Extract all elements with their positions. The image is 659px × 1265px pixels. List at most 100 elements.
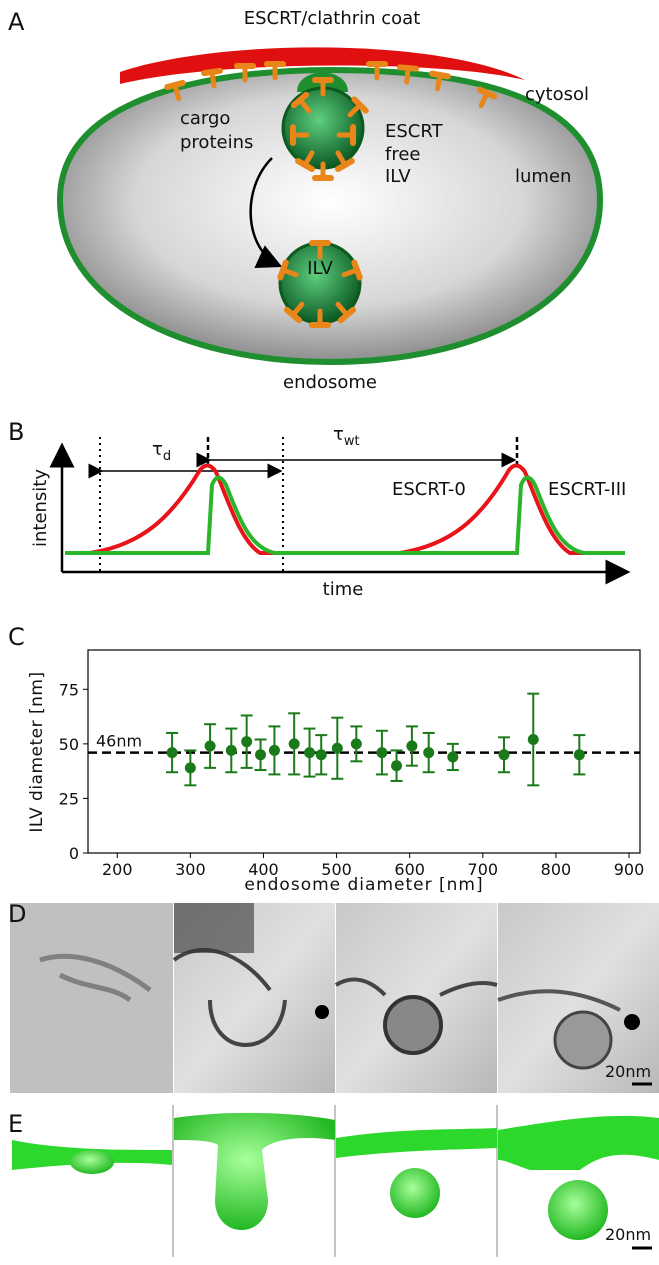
label: cytosol <box>525 84 589 105</box>
point <box>204 740 216 752</box>
scale-label: 20nm <box>605 1062 651 1081</box>
cargo-protein <box>312 161 334 181</box>
panel-c: C endosome diameter [nm] ILV diameter [n… <box>8 623 644 895</box>
point <box>315 749 327 761</box>
point <box>331 742 343 754</box>
cargo-protein <box>429 70 451 92</box>
point <box>406 740 418 752</box>
point <box>498 749 510 761</box>
point <box>423 747 435 759</box>
point <box>573 749 585 761</box>
tau-label: τwt <box>333 424 360 449</box>
cargo-protein <box>201 67 223 89</box>
head <box>335 158 355 172</box>
head <box>201 67 223 77</box>
cargo-protein <box>283 301 305 324</box>
membrane <box>336 1128 497 1158</box>
particle <box>315 1005 329 1019</box>
symbol: τ <box>333 424 344 445</box>
cargo-protein <box>397 64 419 85</box>
vesicle <box>383 995 443 1055</box>
cargo-protein <box>290 124 310 146</box>
panel-b: B τd τwt time intensity ESCRT-0 ESCRT-II… <box>8 418 631 600</box>
subscript: d <box>163 449 171 464</box>
point <box>241 736 253 748</box>
head <box>277 259 289 281</box>
membrane <box>174 1112 335 1230</box>
point <box>268 744 280 756</box>
head <box>397 64 419 72</box>
x-tick-label: 900 <box>614 860 645 879</box>
subscript: wt <box>344 434 360 449</box>
label: ESCRT <box>385 121 444 142</box>
curves <box>65 463 625 555</box>
point <box>255 749 267 761</box>
endosome <box>56 66 604 366</box>
cargo-protein <box>366 61 388 81</box>
point <box>350 738 362 750</box>
x-tick-label: 200 <box>102 860 133 879</box>
membrane <box>334 977 498 997</box>
cargo-protein <box>164 79 186 102</box>
y-tick-label: 25 <box>59 789 79 808</box>
y-tick-label: 75 <box>59 680 79 699</box>
y-tick-label: 50 <box>59 735 79 754</box>
panel-a: A ESCRT/clathrin coat cytosol cargo prot… <box>8 8 604 393</box>
coat <box>120 47 525 84</box>
cargo-protein <box>336 124 356 146</box>
point <box>184 762 196 774</box>
head <box>283 306 303 324</box>
panel-e: 20nm E <box>8 1105 659 1257</box>
cargo-protein <box>290 91 312 114</box>
head <box>290 91 310 109</box>
head <box>351 259 363 281</box>
y-tick-label: 0 <box>69 844 79 863</box>
x-tick-label: 600 <box>394 860 425 879</box>
label: cargo <box>180 108 230 129</box>
texture <box>39 953 152 1003</box>
point <box>304 747 316 759</box>
cargo-protein <box>476 86 498 109</box>
x-label: time <box>323 579 364 600</box>
cargo-protein <box>312 77 334 97</box>
label: lumen <box>515 166 571 187</box>
ilv <box>390 1168 440 1218</box>
cargo-protein <box>277 259 299 281</box>
label: endosome <box>283 372 377 393</box>
head <box>164 79 186 91</box>
panel-label: C <box>8 623 25 651</box>
texture <box>174 903 254 953</box>
panel-label: E <box>8 1110 23 1138</box>
x-tick-label: 700 <box>468 860 499 879</box>
head <box>295 158 315 172</box>
symbol: τ <box>152 439 163 460</box>
label: free <box>385 144 421 165</box>
reference-label: 46nm <box>96 732 142 751</box>
x-tick-label: 300 <box>175 860 206 879</box>
label: proteins <box>180 132 253 153</box>
point <box>391 760 403 772</box>
micrograph <box>10 903 173 1093</box>
cargo-protein <box>335 301 357 324</box>
cargo-protein <box>309 240 331 260</box>
scale-label: 20nm <box>605 1225 651 1244</box>
cargo-protein <box>234 63 256 83</box>
membrane <box>497 989 621 1012</box>
y-label: intensity <box>30 469 51 547</box>
label: ILV <box>307 258 333 279</box>
point <box>376 747 388 759</box>
point <box>225 744 237 756</box>
membrane <box>498 1115 659 1170</box>
cargo-proteins <box>164 61 498 328</box>
tau-label: τd <box>152 439 171 464</box>
cargo-protein <box>341 259 363 281</box>
arrow <box>249 157 283 268</box>
cargo-protein <box>264 61 286 81</box>
escrt-iii-curve <box>65 475 625 555</box>
label: ESCRT/clathrin coat <box>244 8 421 29</box>
panel-label: B <box>8 418 24 446</box>
cargo-protein <box>309 308 331 328</box>
y-axis-label: ILV diameter [nm] <box>27 671 47 832</box>
x-tick-label: 500 <box>321 860 352 879</box>
